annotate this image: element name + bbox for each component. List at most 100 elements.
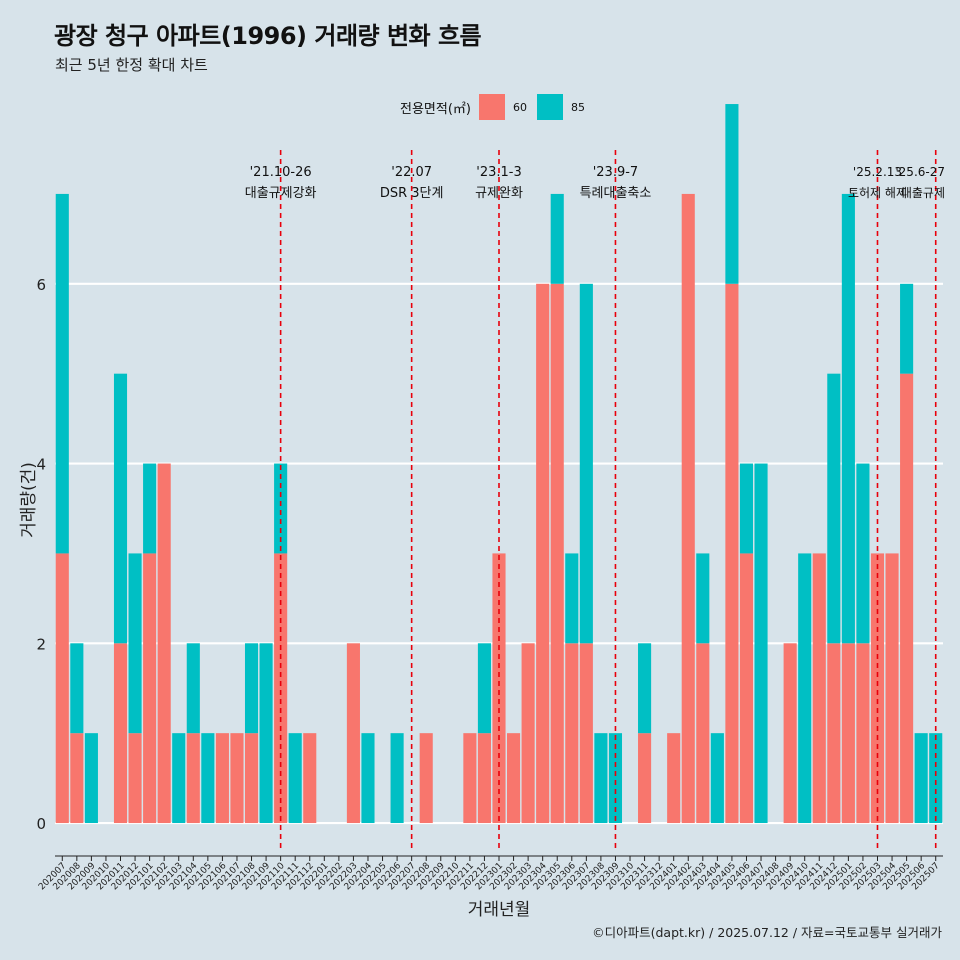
chart-subtitle: 최근 5년 한정 확대 차트 [55, 56, 208, 74]
bar-60-202104 [186, 733, 200, 824]
legend-swatch-85 [536, 94, 563, 120]
annotation-label: DSR 3단계 [380, 186, 444, 201]
bar-60-202101 [143, 553, 157, 824]
bar-60-202011 [113, 643, 128, 824]
y-tick-label: 4 [36, 456, 46, 474]
bar-85-202308 [594, 733, 608, 824]
bar-60-202106 [215, 733, 229, 824]
bar-85-202311 [638, 643, 652, 734]
bar-60-202411 [812, 553, 826, 824]
bar-85-202009 [84, 733, 98, 824]
bar-60-202208 [419, 733, 433, 824]
x-axis-title: 거래년월 [468, 900, 531, 920]
bar-60-202406 [739, 553, 754, 824]
bar-60-202108 [244, 733, 259, 824]
bar-85-202507 [929, 733, 943, 824]
bar-85-202008 [70, 643, 84, 734]
annotation-label: 대출규제 [901, 186, 945, 200]
bar-85-202309 [608, 733, 623, 824]
bar-85-202105 [201, 733, 215, 824]
bar-60-202012 [128, 733, 142, 824]
annotation-label: 특례대출축소 [580, 186, 652, 201]
annotation-date: '22.07 [391, 165, 432, 180]
annotation-date: '23.9-7 [593, 165, 638, 180]
bar-60-202211 [463, 733, 477, 824]
bar-85-202502 [856, 463, 870, 644]
bar-60-202502 [856, 643, 870, 824]
bar-85-202306 [565, 553, 579, 644]
bar-60-202301 [492, 553, 506, 824]
bar-60-202402 [681, 193, 695, 824]
annotation-date: '25.6-27 [895, 165, 945, 179]
bar-85-202108 [244, 643, 259, 734]
bar-60-202112 [303, 733, 317, 824]
bar-60-202007 [55, 553, 69, 824]
bar-85-202307 [579, 283, 593, 644]
bar-60-202008 [70, 733, 84, 824]
bar-85-202406 [739, 463, 754, 554]
bar-60-202304 [536, 283, 550, 824]
legend-title: 전용면적(㎡) [400, 101, 471, 117]
bar-85-202011 [113, 373, 128, 644]
bar-60-202303 [521, 643, 535, 824]
bar-60-202302 [507, 733, 521, 824]
annotation-date: '21.10-26 [250, 165, 312, 180]
bar-85-202212 [477, 643, 491, 734]
annotation-label: 토허제 해제 [848, 186, 907, 200]
bar-85-202506 [914, 733, 928, 824]
bar-85-202305 [550, 193, 564, 284]
bar-85-202407 [754, 463, 768, 824]
bar-60-202504 [885, 553, 899, 824]
y-tick-label: 6 [36, 276, 46, 294]
bar-85-202404 [710, 733, 724, 824]
annotation-date: '23.1-3 [476, 165, 521, 180]
chart-title: 광장 청구 아파트(1996) 거래량 변화 흐름 [54, 22, 482, 50]
y-tick-label: 2 [36, 635, 46, 653]
y-tick-label: 0 [36, 815, 46, 833]
bar-85-202505 [900, 283, 914, 374]
bar-85-202405 [725, 104, 739, 284]
legend-swatch-60 [478, 94, 505, 120]
bar-60-202102 [157, 463, 171, 824]
legend-label-60: 60 [512, 100, 527, 114]
bar-85-202012 [128, 553, 142, 734]
bar-85-202403 [696, 553, 710, 644]
bar-85-202410 [798, 553, 812, 824]
bar-60-202110 [274, 553, 288, 824]
annotation-label: 규제완화 [475, 186, 523, 201]
bar-60-202401 [667, 733, 681, 824]
bar-85-202109 [259, 643, 273, 824]
bar-60-202405 [725, 283, 739, 824]
y-axis-title: 거래량(건) [19, 462, 39, 538]
bar-85-202204 [361, 733, 375, 824]
bar-60-202107 [230, 733, 244, 824]
bar-60-202501 [841, 643, 855, 824]
bar-60-202307 [579, 643, 593, 824]
bar-60-202503 [870, 553, 885, 824]
bar-60-202403 [696, 643, 710, 824]
bar-60-202311 [638, 733, 652, 824]
bar-85-202103 [172, 733, 186, 824]
bar-60-202203 [346, 643, 360, 824]
legend: 전용면적(㎡) 60 85 [400, 94, 595, 120]
annotation-label: 대출규제강화 [245, 186, 317, 201]
caption: ©디아파트(dapt.kr) / 2025.07.12 / 자료=국토교통부 실… [592, 925, 942, 940]
bar-60-202412 [827, 643, 841, 824]
bar-85-202101 [143, 463, 157, 554]
bar-85-202110 [274, 463, 288, 554]
bar-85-202111 [288, 733, 302, 824]
bar-60-202305 [550, 283, 564, 824]
bar-85-202206 [390, 733, 404, 824]
bar-60-202306 [565, 643, 579, 824]
bar-85-202412 [827, 373, 841, 644]
bar-85-202104 [186, 643, 200, 734]
legend-label-85: 85 [570, 100, 585, 114]
annotation-date: '25.2.13 [853, 165, 902, 179]
bar-60-202409 [783, 643, 797, 824]
bar-85-202007 [55, 193, 69, 554]
bar-60-202212 [477, 733, 491, 824]
bar-60-202505 [900, 373, 914, 824]
bar-85-202501 [841, 193, 855, 644]
